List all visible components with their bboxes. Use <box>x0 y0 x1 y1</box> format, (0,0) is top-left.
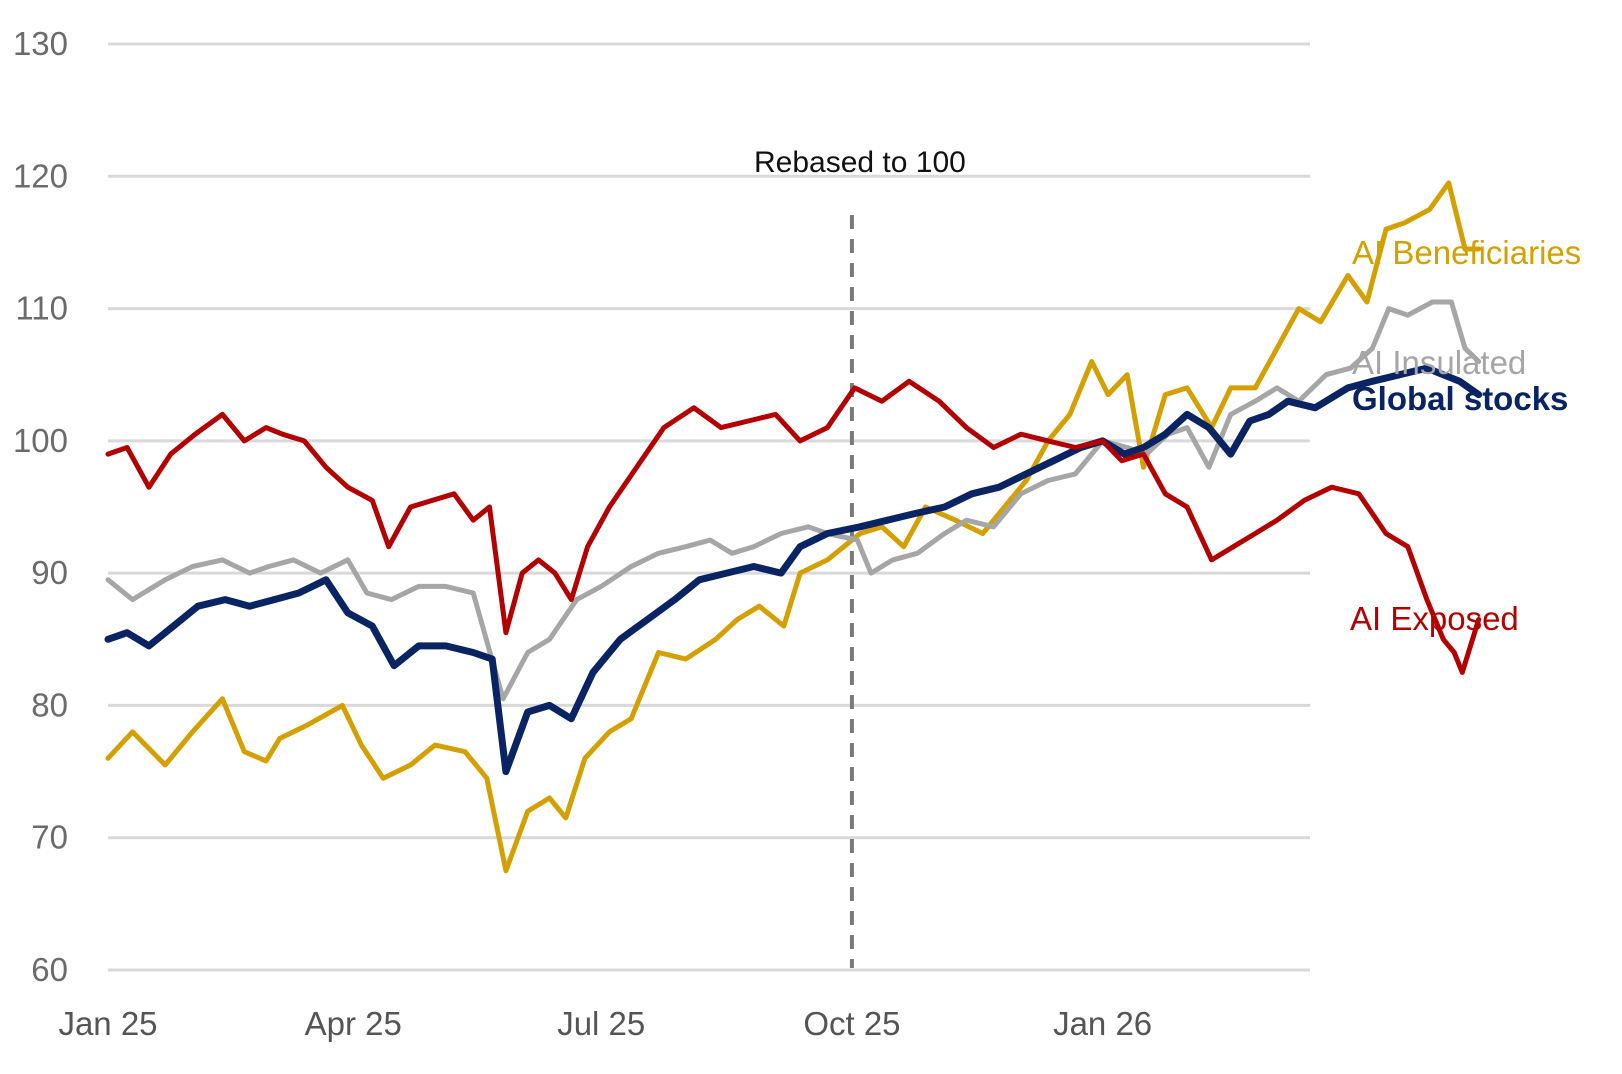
gridlines <box>108 42 1310 972</box>
series-label-global-stocks: Global stocks <box>1352 380 1568 417</box>
x-tick-label: Oct 25 <box>803 1005 900 1042</box>
series-label-ai-beneficiaries: AI Beneficiaries <box>1352 234 1581 271</box>
series-lines <box>104 180 1483 874</box>
series-line-global-stocks <box>104 364 1483 776</box>
series-line-ai-exposed <box>105 378 1482 675</box>
x-tick-label: Jan 26 <box>1053 1005 1152 1042</box>
y-tick-label: 100 <box>13 422 68 459</box>
y-tick-label: 80 <box>31 686 68 723</box>
rebased-annotation: Rebased to 100 <box>754 146 966 968</box>
x-tick-label: Jan 25 <box>58 1005 157 1042</box>
series-label-ai-insulated: AI Insulated <box>1352 344 1526 381</box>
y-tick-label: 70 <box>31 819 68 856</box>
x-axis-ticks: Jan 25 Apr 25 Jul 25 Oct 25 Jan 26 <box>58 1005 1152 1042</box>
series-line-ai-beneficiaries <box>105 180 1482 874</box>
y-axis-ticks: 60 70 80 90 100 110 120 130 <box>13 25 68 988</box>
y-tick-label: 110 <box>15 290 68 327</box>
rebase-annotation-label: Rebased to 100 <box>754 146 966 179</box>
series-line-ai-insulated <box>105 299 1482 702</box>
y-tick-label: 60 <box>31 951 68 988</box>
y-tick-label: 90 <box>31 554 68 591</box>
x-tick-label: Apr 25 <box>305 1005 402 1042</box>
series-label-ai-exposed: AI Exposed <box>1350 600 1519 637</box>
y-tick-label: 120 <box>13 157 68 194</box>
y-tick-label: 130 <box>13 25 68 62</box>
x-tick-label: Jul 25 <box>557 1005 645 1042</box>
